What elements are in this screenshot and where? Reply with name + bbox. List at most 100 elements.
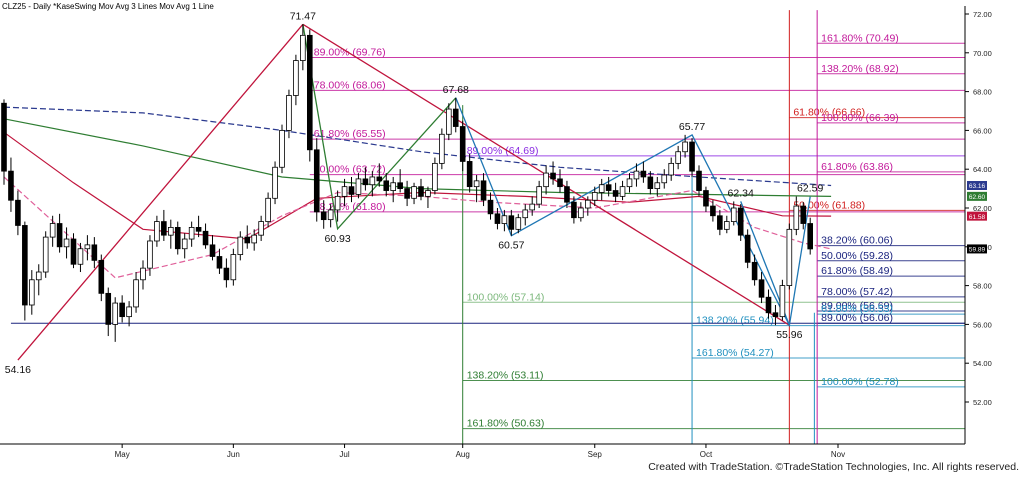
- candle-body[interactable]: [237, 236, 244, 255]
- candle-body[interactable]: [571, 201, 577, 219]
- candle-body[interactable]: [161, 221, 167, 236]
- candle-body[interactable]: [251, 234, 258, 244]
- candle-body[interactable]: [689, 141, 695, 172]
- candle-body[interactable]: [105, 292, 112, 325]
- candle-body[interactable]: [494, 213, 501, 224]
- candle-body[interactable]: [452, 108, 459, 127]
- candle-body[interactable]: [744, 234, 751, 263]
- candle-body[interactable]: [209, 244, 216, 257]
- candle-body[interactable]: [300, 34, 306, 61]
- candle-body[interactable]: [167, 226, 174, 236]
- candle-body[interactable]: [369, 176, 376, 186]
- candle-body[interactable]: [63, 238, 70, 248]
- candle-body[interactable]: [661, 174, 668, 184]
- candle-body[interactable]: [459, 126, 466, 162]
- candle-body[interactable]: [70, 238, 77, 265]
- candle-body[interactable]: [272, 166, 278, 199]
- candle-body[interactable]: [473, 180, 480, 188]
- candle-body[interactable]: [640, 170, 647, 178]
- candle-body[interactable]: [793, 205, 800, 230]
- candle-body[interactable]: [779, 285, 786, 318]
- candle-body[interactable]: [578, 207, 584, 219]
- candle-body[interactable]: [348, 186, 355, 195]
- candle-body[interactable]: [376, 176, 383, 182]
- candle-body[interactable]: [730, 207, 737, 222]
- candle-body[interactable]: [320, 211, 327, 221]
- candle-body[interactable]: [1, 102, 7, 172]
- candle-body[interactable]: [397, 182, 403, 189]
- candle-body[interactable]: [154, 221, 160, 242]
- candle-body[interactable]: [8, 170, 14, 201]
- candle-body[interactable]: [133, 279, 139, 308]
- candle-body[interactable]: [188, 226, 195, 240]
- candle-body[interactable]: [758, 279, 765, 298]
- candle-body[interactable]: [439, 133, 445, 164]
- candle-body[interactable]: [807, 223, 813, 250]
- candle-body[interactable]: [91, 244, 98, 261]
- candle-body[interactable]: [216, 256, 223, 269]
- candle-body[interactable]: [112, 302, 119, 325]
- candle-body[interactable]: [515, 217, 522, 230]
- candle-body[interactable]: [147, 240, 153, 269]
- candle-body[interactable]: [98, 259, 105, 294]
- candle-body[interactable]: [466, 161, 473, 188]
- candle-body[interactable]: [244, 236, 251, 244]
- candle-body[interactable]: [313, 149, 320, 213]
- candle-body[interactable]: [223, 267, 230, 281]
- candle-body[interactable]: [202, 230, 209, 246]
- candle-body[interactable]: [529, 203, 535, 211]
- candle-body[interactable]: [765, 296, 772, 314]
- candle-body[interactable]: [390, 182, 396, 191]
- candle-body[interactable]: [737, 207, 744, 236]
- candle-body[interactable]: [84, 244, 91, 250]
- candle-body[interactable]: [605, 184, 612, 191]
- candle-body[interactable]: [174, 226, 181, 250]
- candle-body[interactable]: [543, 172, 549, 188]
- candle-body[interactable]: [362, 178, 369, 186]
- candle-body[interactable]: [626, 178, 633, 188]
- candle-body[interactable]: [181, 238, 188, 250]
- candle-body[interactable]: [696, 170, 702, 191]
- candle-body[interactable]: [480, 180, 487, 201]
- candle-body[interactable]: [703, 190, 709, 207]
- candle-body[interactable]: [710, 205, 716, 217]
- candle-body[interactable]: [327, 209, 334, 221]
- candle-body[interactable]: [42, 236, 49, 273]
- candle-body[interactable]: [126, 306, 132, 318]
- candle-body[interactable]: [619, 186, 626, 197]
- candle-body[interactable]: [404, 188, 410, 199]
- candle-body[interactable]: [717, 215, 723, 230]
- candle-body[interactable]: [585, 199, 591, 209]
- candle-body[interactable]: [536, 186, 542, 205]
- candle-body[interactable]: [265, 197, 271, 222]
- candle-body[interactable]: [15, 199, 21, 226]
- candle-body[interactable]: [564, 186, 570, 203]
- candle-body[interactable]: [612, 190, 619, 197]
- candle-body[interactable]: [751, 261, 758, 281]
- candle-body[interactable]: [591, 192, 598, 201]
- candle-body[interactable]: [22, 225, 28, 306]
- candle-body[interactable]: [508, 215, 515, 230]
- candle-body[interactable]: [598, 184, 605, 193]
- candle-body[interactable]: [425, 190, 431, 197]
- candle-body[interactable]: [487, 199, 494, 215]
- candle-body[interactable]: [800, 205, 807, 224]
- candle-body[interactable]: [675, 151, 681, 164]
- candle-body[interactable]: [654, 182, 661, 189]
- candle-body[interactable]: [119, 302, 125, 318]
- candle-body[interactable]: [668, 162, 674, 176]
- candle-body[interactable]: [355, 178, 362, 195]
- candle-body[interactable]: [550, 172, 556, 180]
- candle-body[interactable]: [279, 129, 285, 168]
- candle-body[interactable]: [383, 180, 390, 191]
- candle-body[interactable]: [633, 170, 640, 180]
- candle-body[interactable]: [49, 223, 56, 238]
- candle-body[interactable]: [411, 186, 417, 199]
- candle-body[interactable]: [682, 141, 688, 153]
- candle-body[interactable]: [56, 223, 63, 248]
- candle-body[interactable]: [195, 226, 202, 232]
- candle-body[interactable]: [501, 215, 508, 224]
- candle-body[interactable]: [35, 271, 42, 281]
- candle-body[interactable]: [772, 312, 779, 318]
